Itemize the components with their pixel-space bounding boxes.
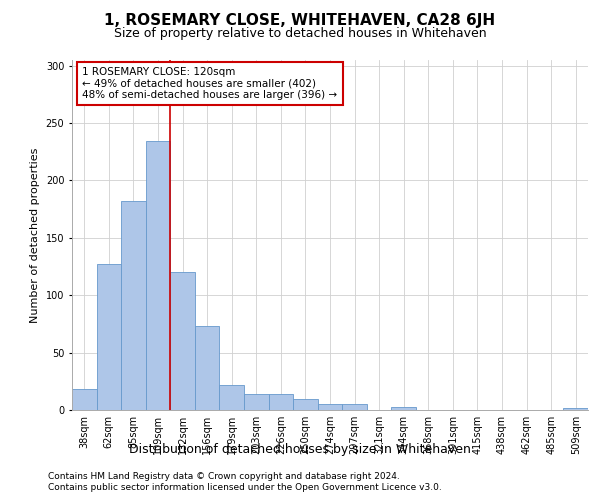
Bar: [121, 201, 146, 410]
Y-axis label: Number of detached properties: Number of detached properties: [30, 148, 40, 322]
Bar: [391, 406, 416, 410]
Bar: [220, 385, 244, 410]
Bar: [97, 264, 121, 410]
Bar: [269, 394, 293, 410]
Bar: [72, 390, 97, 410]
Text: Distribution of detached houses by size in Whitehaven: Distribution of detached houses by size …: [129, 442, 471, 456]
Bar: [244, 394, 269, 410]
Bar: [342, 404, 367, 410]
Text: 1, ROSEMARY CLOSE, WHITEHAVEN, CA28 6JH: 1, ROSEMARY CLOSE, WHITEHAVEN, CA28 6JH: [104, 12, 496, 28]
Text: 1 ROSEMARY CLOSE: 120sqm
← 49% of detached houses are smaller (402)
48% of semi-: 1 ROSEMARY CLOSE: 120sqm ← 49% of detach…: [82, 67, 337, 100]
Text: Contains public sector information licensed under the Open Government Licence v3: Contains public sector information licen…: [48, 484, 442, 492]
Bar: [146, 142, 170, 410]
Text: Contains HM Land Registry data © Crown copyright and database right 2024.: Contains HM Land Registry data © Crown c…: [48, 472, 400, 481]
Text: Size of property relative to detached houses in Whitehaven: Size of property relative to detached ho…: [113, 28, 487, 40]
Bar: [293, 398, 318, 410]
Bar: [195, 326, 220, 410]
Bar: [318, 404, 342, 410]
Bar: [170, 272, 195, 410]
Bar: [563, 408, 588, 410]
